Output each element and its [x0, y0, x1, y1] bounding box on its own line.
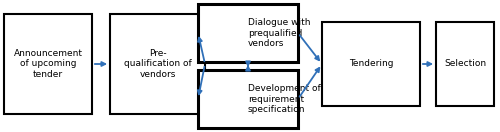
- Bar: [198, 4, 298, 62]
- Bar: [322, 22, 420, 106]
- Bar: [436, 22, 494, 106]
- Text: Development of
requirement
specification: Development of requirement specification: [248, 84, 321, 114]
- Text: Tendering: Tendering: [349, 60, 393, 69]
- Bar: [4, 14, 92, 114]
- Bar: [198, 70, 298, 128]
- Text: Selection: Selection: [444, 60, 486, 69]
- Text: Pre-
qualification of
vendors: Pre- qualification of vendors: [124, 49, 192, 79]
- Bar: [110, 14, 205, 114]
- Text: Announcement
of upcoming
tender: Announcement of upcoming tender: [14, 49, 82, 79]
- Text: Dialogue with
prequalified
vendors: Dialogue with prequalified vendors: [248, 18, 310, 48]
